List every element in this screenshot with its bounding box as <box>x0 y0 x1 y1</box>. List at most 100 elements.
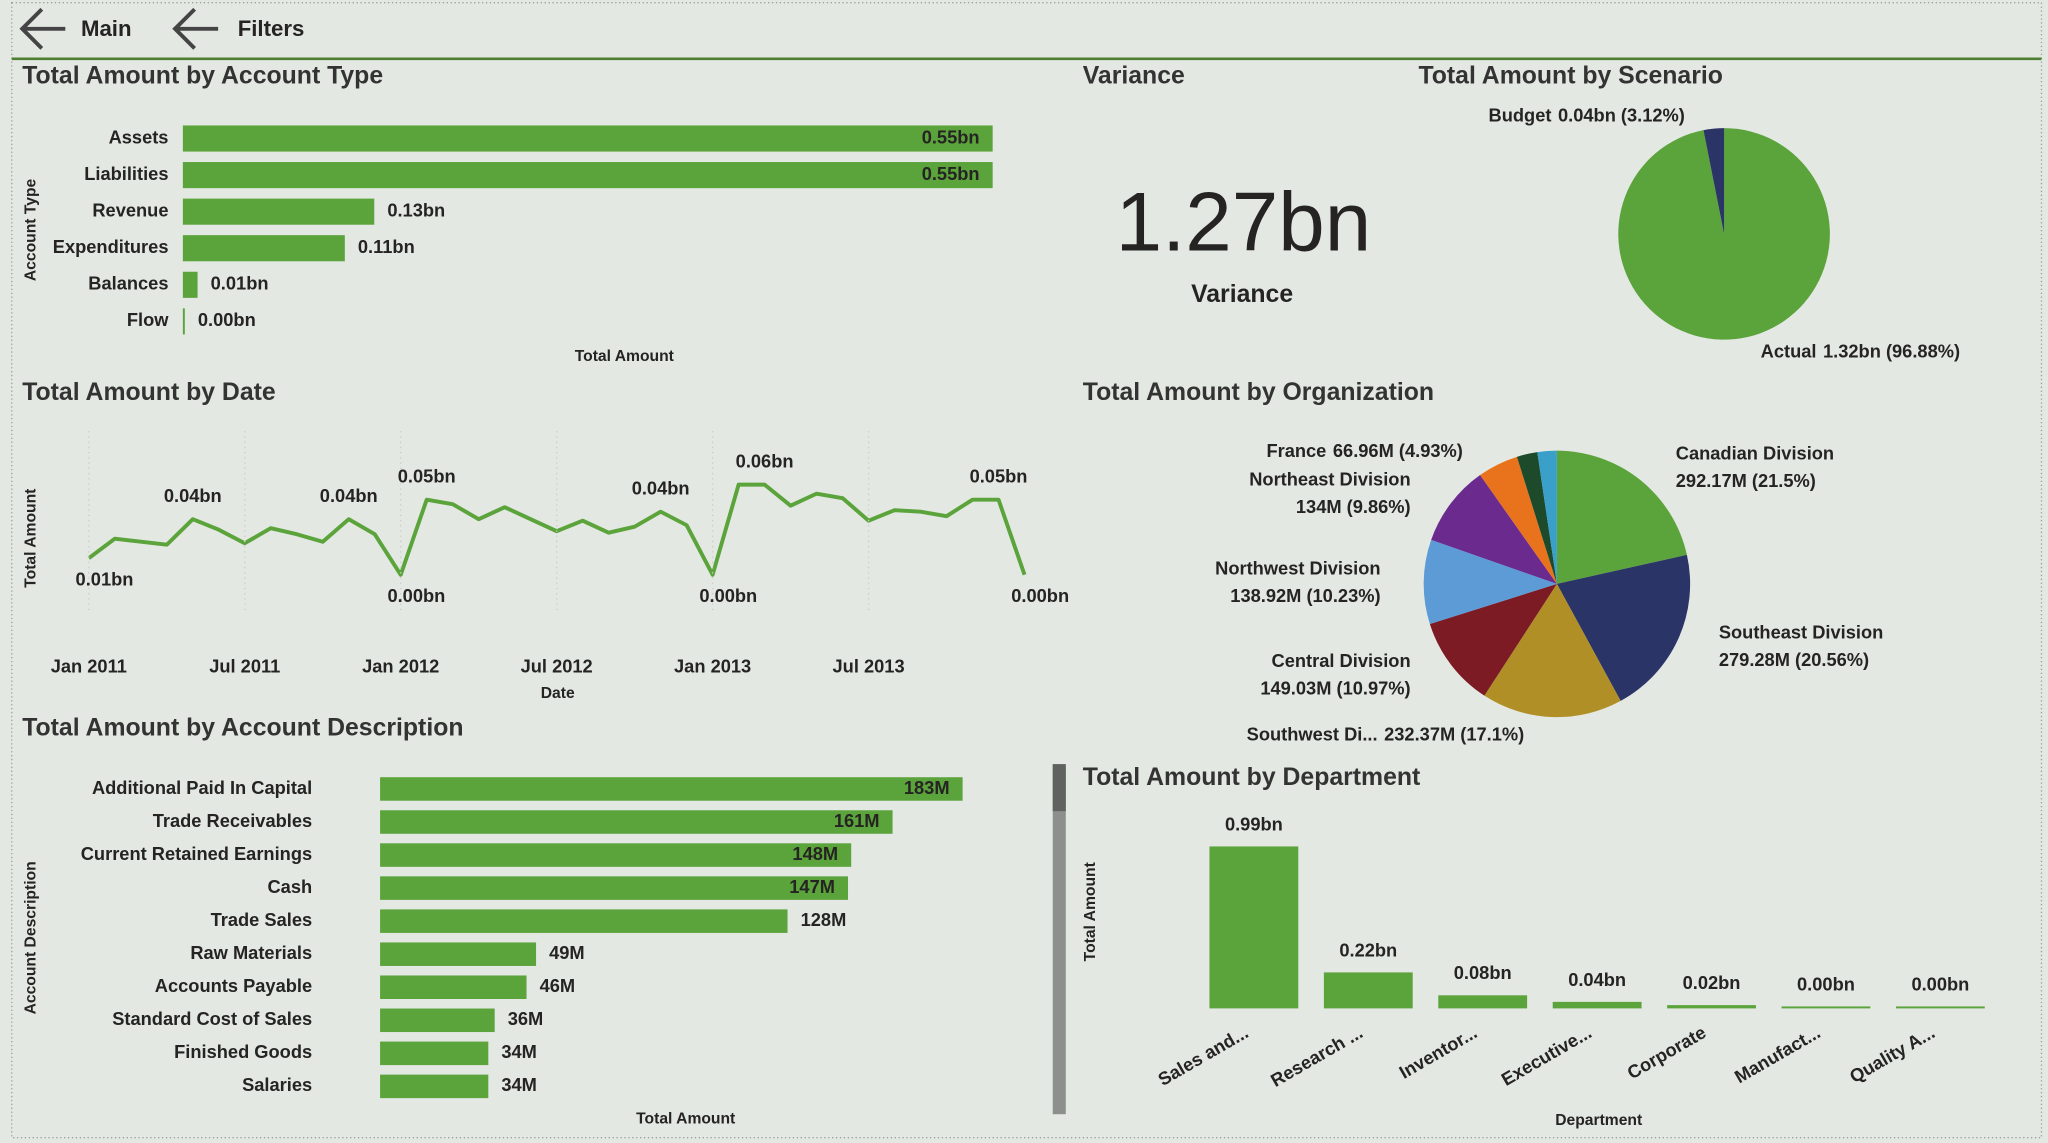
x-tick-label: Jan 2012 <box>362 655 439 676</box>
slice-name: Budget <box>1489 104 1552 125</box>
data-label: 0.05bn <box>970 465 1028 486</box>
y-axis-title: Account Type <box>22 178 39 281</box>
chart-title: Total Amount by Scenario <box>1418 63 1722 90</box>
x-tick-label: Jul 2013 <box>833 655 905 676</box>
slice-label: Actual 1.32bn (96.88%) <box>1761 341 1960 362</box>
data-label: 34M <box>501 1041 537 1062</box>
category-label: Flow <box>127 309 169 330</box>
data-label: 66.96M (4.93%) <box>1333 440 1463 461</box>
bar <box>1895 1006 1985 1009</box>
nav-label[interactable]: Main <box>81 16 132 41</box>
data-label: 0.00bn <box>1797 973 1855 994</box>
x-axis-title: Total Amount <box>636 1111 736 1128</box>
x-tick-label: Jul 2011 <box>209 655 280 676</box>
data-label: 147M <box>789 876 835 897</box>
slice-label: France 66.96M (4.93%) <box>1266 440 1462 461</box>
data-label: 0.04bn <box>632 477 690 498</box>
kpi-caption: Variance <box>1191 281 1293 308</box>
slice-name: Southwest Di... <box>1247 723 1378 744</box>
category-label: Standard Cost of Sales <box>112 1008 312 1029</box>
pie-slice <box>1480 456 1557 584</box>
category-label: Additional Paid In Capital <box>92 777 312 798</box>
pie-slice <box>1516 452 1557 584</box>
data-label: 0.13bn <box>387 199 445 220</box>
category-label: Trade Receivables <box>153 810 312 831</box>
y-axis-title: Total Amount <box>22 488 39 588</box>
data-label: 0.55bn <box>922 163 980 184</box>
x-axis-title: Date <box>541 685 575 702</box>
scrollbar[interactable] <box>1052 764 1066 1115</box>
pie-slice <box>1556 554 1691 701</box>
chart-title: Total Amount by Department <box>1083 764 1421 791</box>
pie-slice <box>1703 128 1725 234</box>
data-label: 0.00bn <box>699 585 757 606</box>
data-label: 36M <box>508 1008 544 1029</box>
data-label: 232.37M (17.1%) <box>1384 723 1524 744</box>
data-label: 0.05bn <box>398 465 456 486</box>
kpi-title: Variance <box>1083 63 1185 90</box>
category-label: Trade Sales <box>211 909 313 930</box>
bar <box>182 162 993 189</box>
bar <box>380 1008 495 1033</box>
data-label: 0.04bn (3.12%) <box>1558 104 1685 125</box>
data-label: 128M <box>801 909 847 930</box>
data-label: 0.22bn <box>1339 939 1397 960</box>
bar <box>182 198 375 225</box>
pie-slice <box>1429 583 1557 696</box>
data-label: 0.04bn <box>1568 969 1626 990</box>
bar <box>1667 1005 1756 1009</box>
bar <box>380 876 849 900</box>
data-label: 138.92M (10.23%) <box>1230 585 1380 606</box>
data-label: 149.03M (10.97%) <box>1260 678 1410 699</box>
bar <box>380 1074 489 1099</box>
x-tick-label: Jan 2013 <box>674 655 751 676</box>
category-label: Cash <box>267 876 312 897</box>
data-label: 49M <box>549 942 585 963</box>
data-label: 0.06bn <box>736 450 794 471</box>
bar <box>182 308 185 335</box>
slice-name: Actual <box>1761 341 1817 362</box>
back-arrow[interactable] <box>172 7 219 50</box>
nav-label[interactable]: Filters <box>238 16 305 41</box>
pie-slice <box>1618 128 1830 340</box>
bar <box>380 843 852 867</box>
category-label: Current Retained Earnings <box>81 843 312 864</box>
chart-title: Total Amount by Account Description <box>22 714 463 741</box>
data-label: 279.28M (20.56%) <box>1719 649 1869 670</box>
nav-filters[interactable]: Filters <box>172 7 305 50</box>
category-label: Finished Goods <box>174 1041 312 1062</box>
data-label: 183M <box>904 777 950 798</box>
pie-slice <box>1556 450 1687 584</box>
data-label: 34M <box>501 1074 537 1095</box>
bar <box>1552 1001 1642 1009</box>
bar <box>1438 995 1528 1009</box>
bar <box>380 942 537 966</box>
x-tick-label: Jan 2011 <box>51 655 127 676</box>
slice-name: France <box>1266 440 1326 461</box>
bar <box>182 125 993 152</box>
bar <box>380 975 527 999</box>
slice-label: Budget 0.04bn (3.12%) <box>1489 104 1685 125</box>
x-tick-label: Jul 2012 <box>521 655 593 676</box>
data-label: 0.02bn <box>1683 972 1741 993</box>
pie-slice <box>1537 450 1557 584</box>
data-label: 0.04bn <box>164 485 222 506</box>
data-label: 0.08bn <box>1454 962 1512 983</box>
data-label: 0.00bn <box>1911 973 1969 994</box>
back-arrow[interactable] <box>19 7 66 50</box>
data-label: 0.04bn <box>320 485 378 506</box>
slice-name: Northeast Division <box>1249 469 1410 490</box>
category-label: Expenditures <box>53 236 169 257</box>
bar <box>380 1041 489 1066</box>
data-label: 0.11bn <box>358 236 415 257</box>
data-label: 134M (9.86%) <box>1296 496 1411 517</box>
slice-name: Southeast Division <box>1719 621 1883 642</box>
nav-main[interactable]: Main <box>19 7 132 50</box>
scrollbar-thumb[interactable] <box>1052 764 1066 812</box>
category-label: Assets <box>109 126 169 147</box>
data-label: 148M <box>792 843 838 864</box>
bar <box>1209 846 1299 1009</box>
category-label: Revenue <box>92 199 168 220</box>
pie-slice <box>1431 475 1557 584</box>
